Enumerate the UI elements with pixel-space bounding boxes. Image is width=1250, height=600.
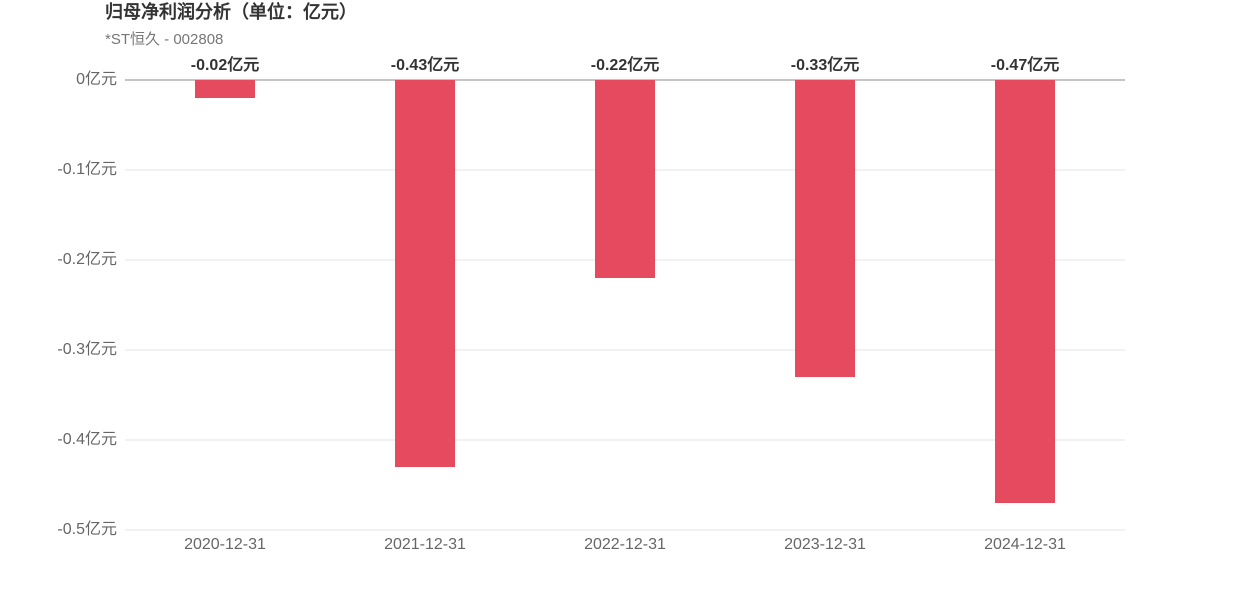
value-label: -0.33亿元 [791,55,859,74]
value-label: -0.47亿元 [991,55,1059,74]
bar [195,80,255,98]
y-tick-label: -0.3亿元 [57,340,117,358]
y-tick-label: -0.2亿元 [57,250,117,268]
chart-title: 归母净利润分析（单位：亿元） [105,1,357,22]
chart-subtitle: *ST恒久 - 002808 [105,31,223,48]
x-tick-label: 2020-12-31 [184,536,266,553]
x-tick-label: 2024-12-31 [984,536,1066,553]
y-tick-label: -0.1亿元 [57,160,117,178]
y-tick-label: -0.5亿元 [57,520,117,538]
value-label: -0.43亿元 [391,55,459,74]
bar [395,80,455,467]
bar [595,80,655,278]
y-tick-label: -0.4亿元 [57,430,117,448]
x-tick-label: 2022-12-31 [584,536,666,553]
value-label: -0.22亿元 [591,55,659,74]
x-tick-label: 2023-12-31 [784,536,866,553]
bar [995,80,1055,503]
x-tick-label: 2021-12-31 [384,536,466,553]
bar [795,80,855,377]
y-tick-label: 0亿元 [76,70,117,88]
value-label: -0.02亿元 [191,55,259,74]
